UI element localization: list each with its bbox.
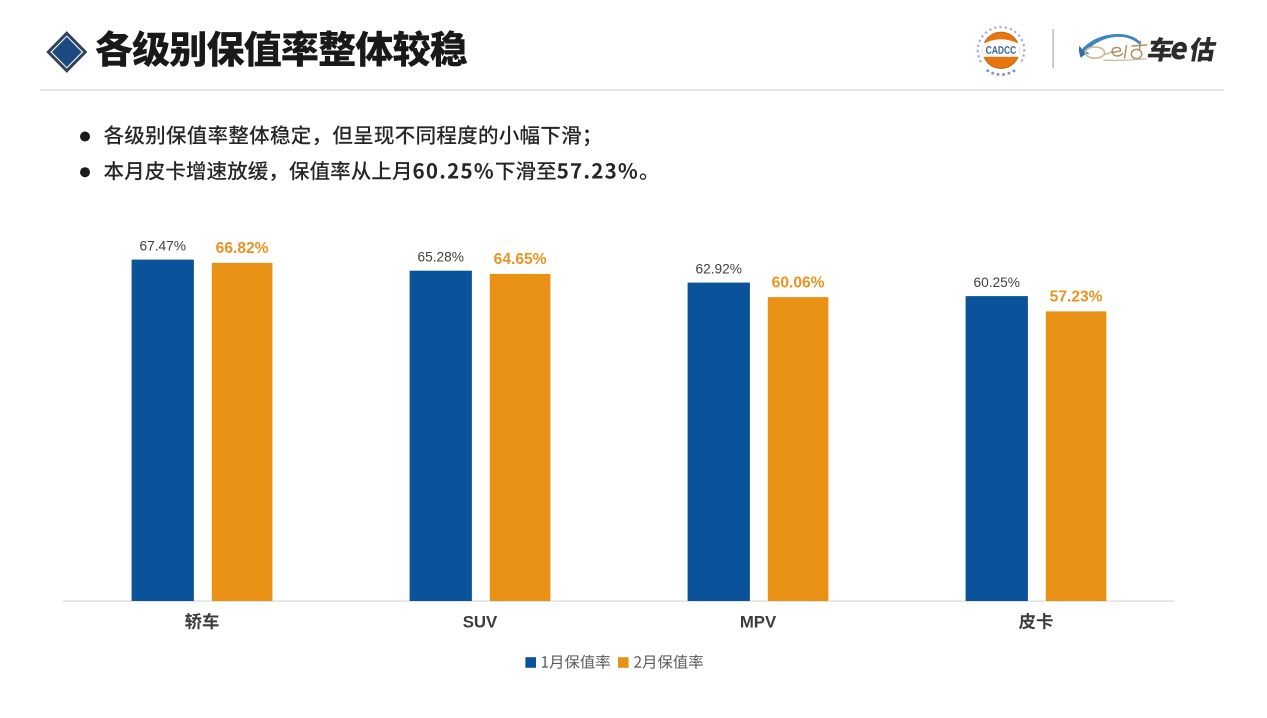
svg-text:62.92%: 62.92% <box>695 261 741 276</box>
svg-text:MPV: MPV <box>740 613 777 632</box>
svg-text:66.82%: 66.82% <box>216 240 269 257</box>
svg-text:60.06%: 60.06% <box>772 274 825 291</box>
svg-text:64.65%: 64.65% <box>494 251 547 268</box>
svg-text:57.23%: 57.23% <box>1050 289 1103 306</box>
svg-text:65.28%: 65.28% <box>417 249 463 264</box>
svg-text:SUV: SUV <box>463 613 498 632</box>
svg-text:67.47%: 67.47% <box>139 238 185 253</box>
svg-text:60.25%: 60.25% <box>973 275 1019 290</box>
